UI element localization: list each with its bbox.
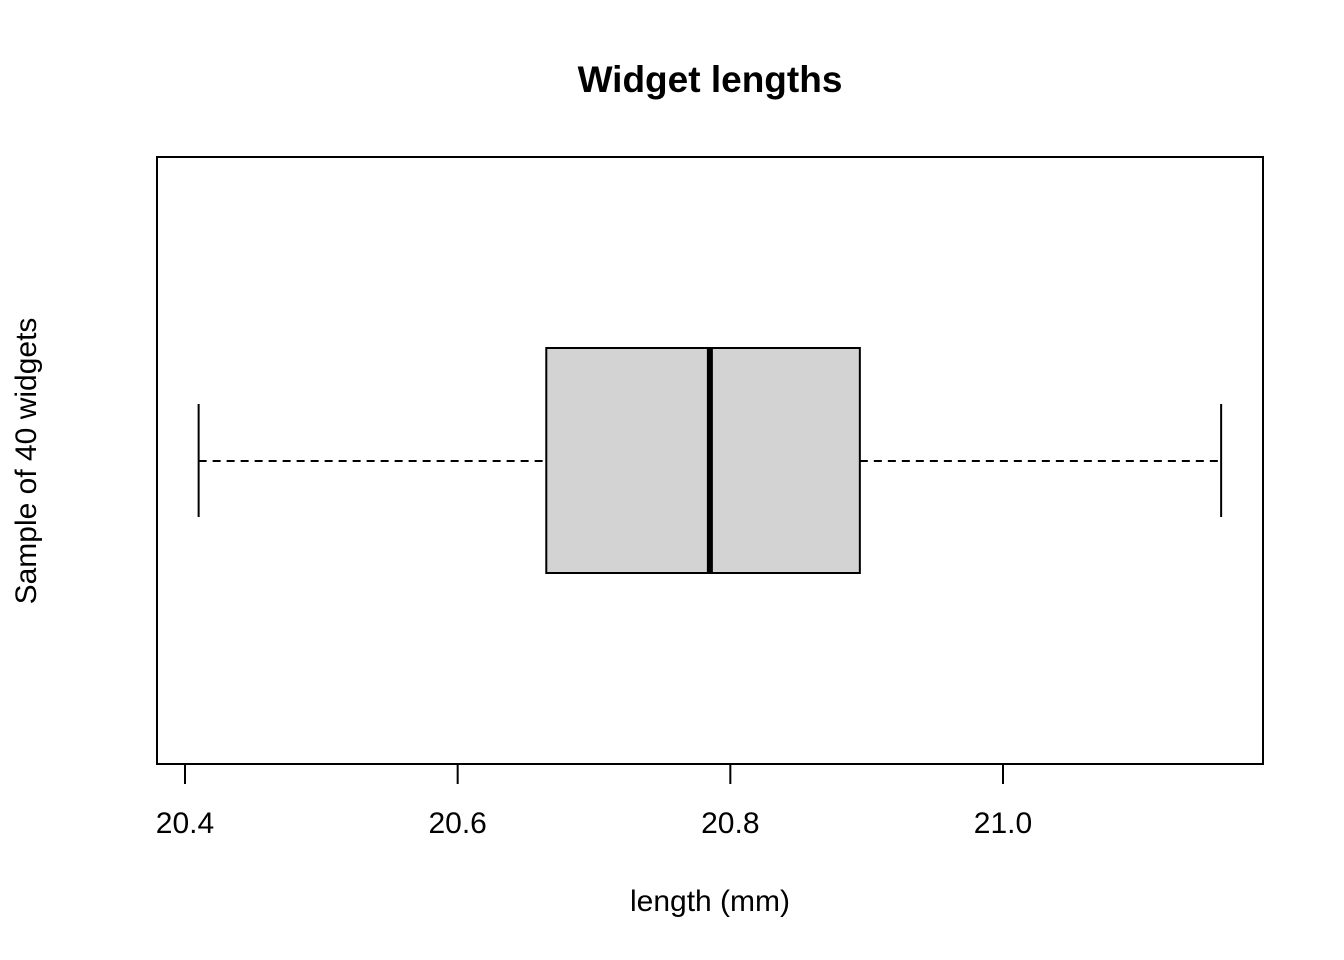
y-axis-label: Sample of 40 widgets xyxy=(10,318,43,605)
x-tick-label: 20.6 xyxy=(428,807,486,840)
iqr-box xyxy=(545,347,861,574)
chart-title: Widget lengths xyxy=(578,59,843,100)
x-axis: 20.4 20.6 20.8 21.0 xyxy=(156,763,1032,840)
x-tick-label: 20.4 xyxy=(156,807,214,840)
x-axis-label: length (mm) xyxy=(630,885,790,918)
box-plot-series xyxy=(197,347,1223,574)
x-tick-label: 20.8 xyxy=(701,807,759,840)
x-tick-label: 21.0 xyxy=(974,807,1032,840)
